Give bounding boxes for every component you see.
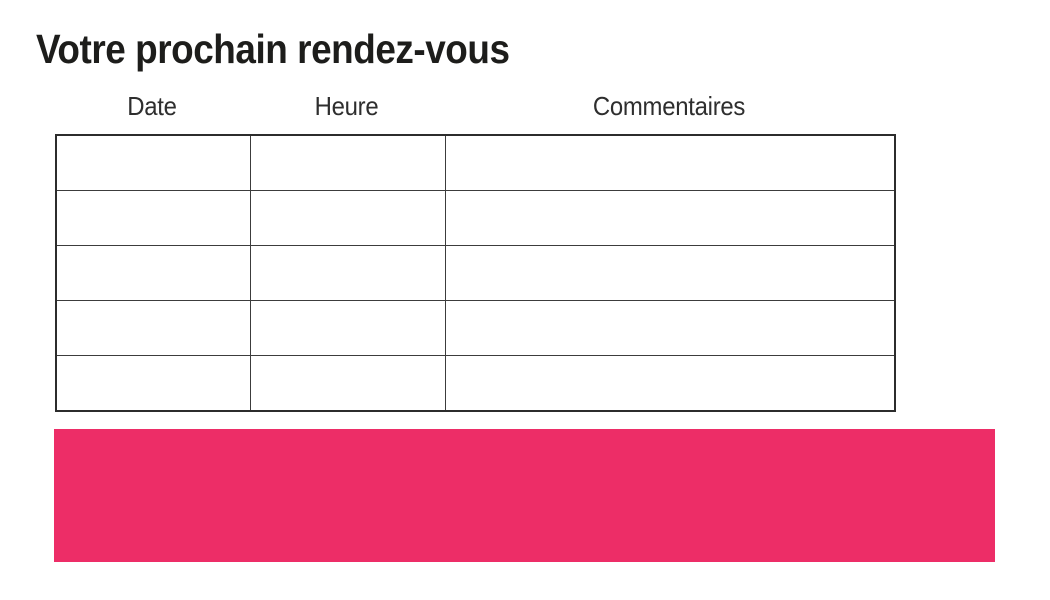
table-row	[55, 300, 896, 356]
pink-banner	[54, 429, 995, 562]
table-cell-date	[55, 245, 251, 301]
table-cell-date	[55, 134, 251, 191]
column-header-heure: Heure	[314, 91, 379, 121]
table-cell-heure	[249, 300, 446, 356]
table-cell-commentaires	[444, 134, 896, 191]
table-cell-heure	[249, 355, 446, 412]
table-cell-commentaires	[444, 245, 896, 301]
table-row	[55, 190, 896, 246]
column-header-date: Date	[127, 91, 177, 121]
table-cell-date	[55, 355, 251, 412]
table-cell-heure	[249, 190, 446, 246]
table-column-headers: Date Heure Commentaires	[55, 91, 894, 128]
appointments-table	[55, 134, 896, 412]
table-row	[55, 355, 896, 412]
table-cell-commentaires	[444, 190, 896, 246]
table-cell-heure	[249, 245, 446, 301]
table-row	[55, 245, 896, 301]
table-cell-date	[55, 300, 251, 356]
table-row	[55, 134, 896, 191]
table-cell-heure	[249, 134, 446, 191]
table-cell-commentaires	[444, 355, 896, 412]
table-cell-date	[55, 190, 251, 246]
page-title: Votre prochain rendez-vous	[36, 26, 510, 72]
column-header-commentaires: Commentaires	[592, 91, 746, 121]
table-cell-commentaires	[444, 300, 896, 356]
